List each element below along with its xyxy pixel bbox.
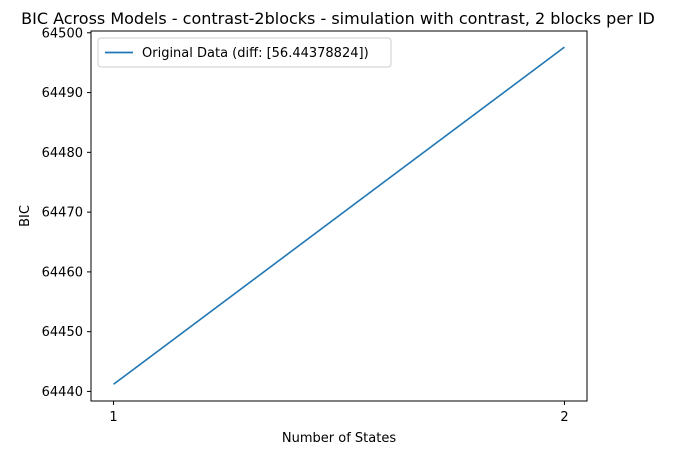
x-axis-label: Number of States: [282, 431, 396, 446]
y-tick-label: 64470: [42, 206, 83, 221]
y-tick-label: 64490: [42, 86, 83, 101]
chart-title: BIC Across Models - contrast-2blocks - s…: [21, 9, 655, 28]
series-line: [113, 46, 565, 385]
y-axis-label: BIC: [18, 205, 33, 227]
y-tick-label: 64480: [42, 146, 83, 161]
legend: Original Data (diff: [56.44378824]): [97, 37, 392, 68]
x-tick-label: 1: [109, 410, 117, 425]
y-tick-label: 64500: [42, 26, 83, 41]
y-tick-label: 64450: [42, 325, 83, 340]
series-group: [113, 46, 565, 385]
legend-entry: Original Data (diff: [56.44378824]): [142, 46, 369, 61]
plot-frame: [90, 30, 588, 402]
legend-box: [97, 37, 392, 68]
plot-area: [90, 30, 588, 402]
y-tick-label: 64460: [42, 265, 83, 280]
y-tick-label: 64440: [42, 385, 83, 400]
x-tick-label: 2: [560, 410, 568, 425]
y-axis: 64440 64450 64460 64470 64480 64490 64500: [42, 26, 91, 400]
